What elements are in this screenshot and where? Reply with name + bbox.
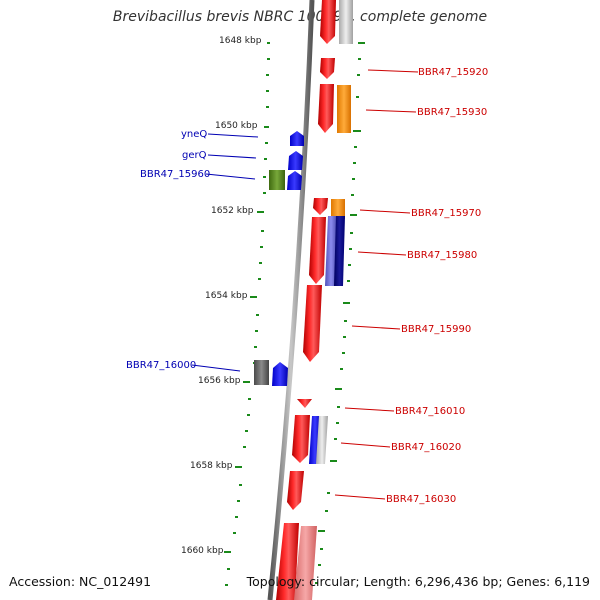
gene-arrow[interactable] [276, 523, 299, 600]
scale-label: 1658 kbp [190, 461, 233, 471]
scale-labels: 1648 kbp 1650 kbp 1652 kbp 1654 kbp 1656… [181, 36, 262, 556]
scale-label: 1660 kbp [181, 546, 224, 556]
gene-arrow[interactable] [320, 58, 335, 79]
gene-arrow[interactable] [303, 285, 322, 362]
gene-block[interactable] [334, 216, 345, 286]
gene-label[interactable]: BBR47_16000 [126, 360, 196, 371]
gene-label[interactable]: BBR47_15980 [407, 250, 477, 261]
gene-block[interactable] [339, 0, 353, 44]
gene-label[interactable]: yneQ [181, 129, 207, 140]
gene-label[interactable]: gerQ [182, 150, 207, 161]
gene-label[interactable]: BBR47_15930 [417, 107, 487, 118]
gene-label[interactable]: BBR47_15960 [140, 169, 210, 180]
gene-block[interactable] [331, 199, 345, 219]
left-gene-labels: yneQ gerQ BBR47_15960 BBR47_16000 [126, 129, 210, 371]
genome-backbone [267, 0, 315, 600]
left-leaders [191, 133, 259, 372]
gene-arrow[interactable] [272, 362, 288, 386]
gene-arrow[interactable] [313, 198, 328, 215]
gene-block[interactable] [254, 360, 269, 385]
scale-ticks-right [315, 42, 365, 584]
right-leaders [334, 69, 419, 500]
gene-arrow[interactable] [309, 217, 326, 284]
gene-arrow[interactable] [290, 131, 304, 146]
gene-arrow[interactable] [287, 171, 302, 190]
gene-arrow[interactable] [287, 471, 304, 510]
scale-label: 1656 kbp [198, 376, 241, 386]
genome-info-label: Topology: circular; Length: 6,296,436 bp… [246, 574, 590, 589]
gene-label[interactable]: BBR47_15920 [418, 67, 488, 78]
gene-label[interactable]: BBR47_15990 [401, 324, 471, 335]
scale-label: 1652 kbp [211, 206, 254, 216]
gene-block[interactable] [294, 526, 317, 600]
map-title: Brevibacillus brevis NBRC 100599, comple… [112, 9, 488, 25]
gene-arrow[interactable] [292, 415, 310, 463]
gene-arrow[interactable] [288, 151, 303, 170]
left-side-genes [254, 131, 304, 386]
gene-block[interactable] [269, 170, 285, 190]
scale-label: 1650 kbp [215, 121, 258, 131]
forward-strand-genes [276, 0, 336, 600]
accession-label: Accession: NC_012491 [9, 574, 152, 589]
colored-genes-right [294, 0, 353, 600]
gene-block[interactable] [316, 416, 328, 464]
scale-ticks-left [224, 42, 270, 586]
gene-block[interactable] [325, 216, 337, 286]
gene-label[interactable]: BBR47_16030 [386, 494, 456, 505]
gene-block[interactable] [337, 85, 351, 133]
scale-label: 1648 kbp [219, 36, 262, 46]
gene-arrow[interactable] [297, 399, 312, 408]
gene-arrow[interactable] [318, 84, 334, 133]
gene-arrow[interactable] [320, 0, 336, 44]
gene-label[interactable]: BBR47_15970 [411, 208, 481, 219]
gene-label[interactable]: BBR47_16010 [395, 406, 465, 417]
right-gene-labels: BBR47_15920 BBR47_15930 BBR47_15970 BBR4… [386, 67, 488, 505]
gene-label[interactable]: BBR47_16020 [391, 442, 461, 453]
scale-label: 1654 kbp [205, 291, 248, 301]
